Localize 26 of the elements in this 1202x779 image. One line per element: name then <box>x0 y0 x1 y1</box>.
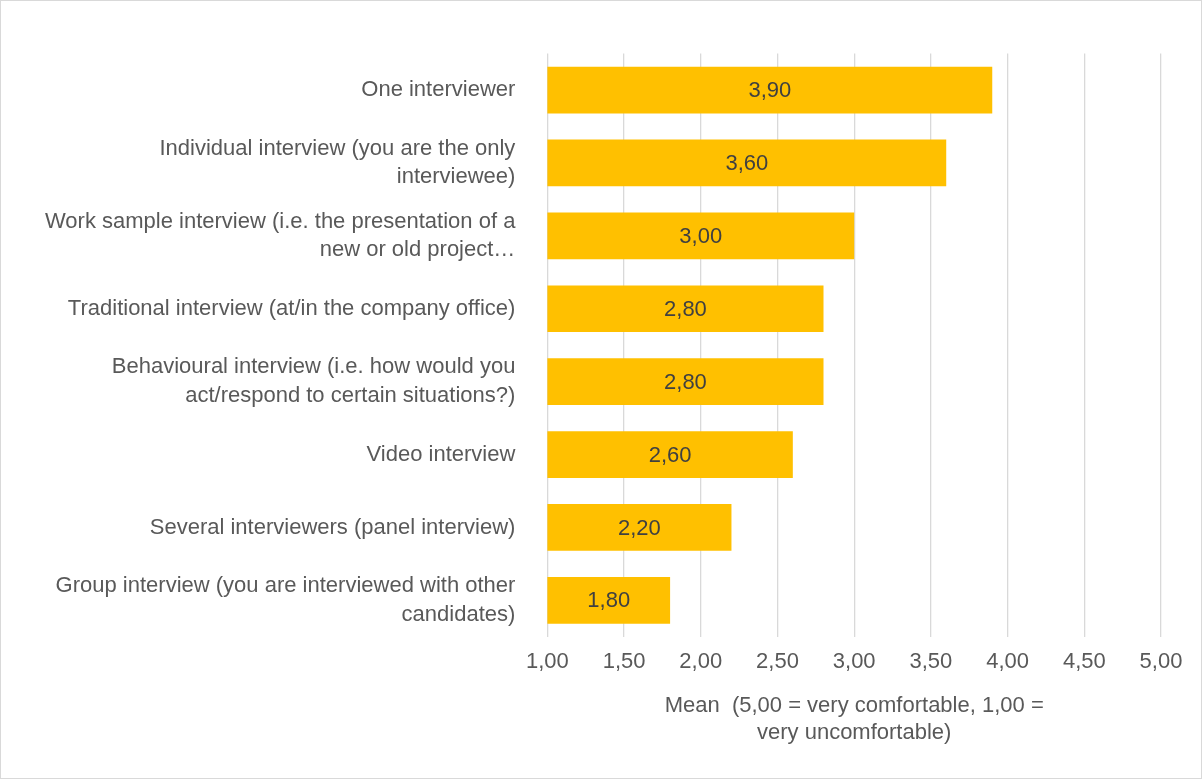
x-tick-label: 4,00 <box>986 648 1030 674</box>
x-tick-label: 1,00 <box>525 648 569 674</box>
y-tick-label: One interviewer <box>361 76 516 102</box>
x-axis-title: Mean (5,00 = very comfortable, 1,00 = very uncomfortable) <box>664 692 1044 744</box>
y-tick-label: Video interview <box>366 440 516 466</box>
data-label: 1,80 <box>587 587 631 613</box>
y-tick-label: Traditional interview (at/in the company office) <box>67 294 516 320</box>
y-tick-label: Work sample interview (i.e. the presentation of a new or old project… <box>44 207 517 262</box>
y-tick-label: Individual interview (you are the only interviewee) <box>159 134 516 189</box>
x-tick-label: 3,50 <box>909 648 953 674</box>
x-tick-label: 1,50 <box>602 648 646 674</box>
y-tick-label: Several interviewers (panel interview) <box>149 513 516 539</box>
data-label: 2,80 <box>664 295 707 321</box>
x-tick-label: 5,00 <box>1139 648 1183 674</box>
x-tick-label: 4,50 <box>1062 648 1106 674</box>
data-label: 3,00 <box>679 222 723 248</box>
data-label: 2,20 <box>618 514 661 540</box>
data-label: 2,80 <box>664 368 707 394</box>
x-tick-label: 3,00 <box>832 648 876 674</box>
y-tick-label: Group interview (you are interviewed with other candidates) <box>55 572 516 626</box>
x-tick-label: 2,50 <box>756 648 799 674</box>
y-tick-label: Behavioural interview (i.e. how would you act/respond to certain situations?) <box>111 353 516 408</box>
data-label: 2,60 <box>648 441 692 467</box>
data-label: 3,90 <box>748 77 792 103</box>
data-label: 3,60 <box>725 150 769 176</box>
x-tick-label: 2,00 <box>679 648 723 674</box>
